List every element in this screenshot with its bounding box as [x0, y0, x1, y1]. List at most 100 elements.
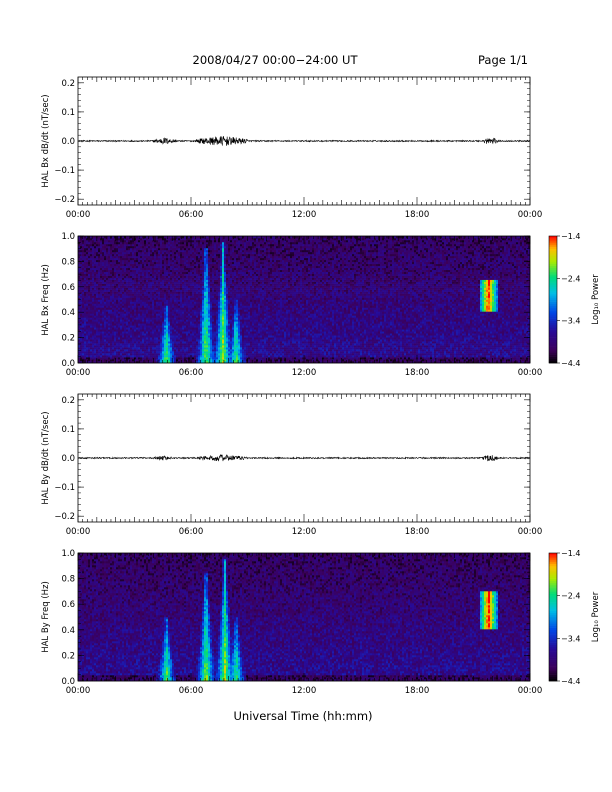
heatmap-cell	[168, 274, 170, 276]
heatmap-cell	[136, 353, 138, 355]
heatmap-cell	[80, 300, 82, 302]
heatmap-cell	[164, 276, 166, 278]
heatmap-cell	[224, 341, 226, 343]
heatmap-cell	[114, 337, 116, 339]
heatmap-cell	[204, 323, 206, 325]
heatmap-cell	[124, 307, 126, 309]
heatmap-cell	[158, 351, 160, 353]
heatmap-cell	[202, 284, 204, 286]
heatmap-cell	[182, 329, 184, 331]
heatmap-cell	[148, 246, 150, 248]
heatmap-cell	[156, 357, 158, 359]
heatmap-cell	[148, 303, 150, 305]
heatmap-cell	[112, 238, 114, 240]
heatmap-cell	[198, 323, 200, 325]
heatmap-cell	[202, 274, 204, 276]
heatmap-cell	[170, 292, 172, 294]
heatmap-cell	[150, 242, 152, 244]
heatmap-cell	[220, 325, 222, 327]
heatmap-cell	[154, 286, 156, 288]
heatmap-cell	[172, 305, 174, 307]
heatmap-cell	[108, 278, 110, 280]
heatmap-cell	[166, 278, 168, 280]
heatmap-cell	[140, 341, 142, 343]
heatmap-cell	[132, 359, 134, 361]
heatmap-cell	[200, 252, 202, 254]
heatmap-cell	[142, 260, 144, 262]
heatmap-cell	[168, 292, 170, 294]
heatmap-cell	[132, 309, 134, 311]
heatmap-cell	[120, 242, 122, 244]
heatmap-cell	[192, 349, 194, 351]
heatmap-cell	[214, 282, 216, 284]
heatmap-cell	[156, 300, 158, 302]
heatmap-cell	[86, 345, 88, 347]
heatmap-cell	[214, 292, 216, 294]
heatmap-cell	[108, 296, 110, 298]
heatmap-cell	[82, 305, 84, 307]
heatmap-cell	[204, 258, 206, 260]
heatmap-cell	[108, 300, 110, 302]
heatmap-cell	[164, 339, 166, 341]
heatmap-cell	[192, 325, 194, 327]
heatmap-cell	[140, 266, 142, 268]
heatmap-cell	[198, 256, 200, 258]
heatmap-cell	[104, 280, 106, 282]
heatmap-cell	[202, 311, 204, 313]
heatmap-cell	[178, 341, 180, 343]
heatmap-cell	[150, 268, 152, 270]
heatmap-cell	[124, 276, 126, 278]
heatmap-cell	[86, 270, 88, 272]
heatmap-cell	[120, 311, 122, 313]
heatmap-cell	[126, 329, 128, 331]
heatmap-cell	[98, 311, 100, 313]
heatmap-cell	[134, 307, 136, 309]
heatmap-cell	[108, 260, 110, 262]
heatmap-cell	[180, 282, 182, 284]
heatmap-cell	[186, 256, 188, 258]
heatmap-cell	[198, 359, 200, 361]
heatmap-cell	[158, 288, 160, 290]
heatmap-cell	[136, 296, 138, 298]
heatmap-cell	[180, 331, 182, 333]
heatmap-cell	[80, 280, 82, 282]
heatmap-cell	[218, 343, 220, 345]
heatmap-cell	[106, 333, 108, 335]
heatmap-cell	[218, 264, 220, 266]
heatmap-cell	[94, 290, 96, 292]
heatmap-cell	[100, 276, 102, 278]
heatmap-cell	[166, 303, 168, 305]
heatmap-cell	[212, 256, 214, 258]
heatmap-cell	[188, 359, 190, 361]
heatmap-cell	[176, 256, 178, 258]
heatmap-cell	[92, 315, 94, 317]
heatmap-cell	[146, 270, 148, 272]
heatmap-cell	[158, 272, 160, 274]
heatmap-cell	[118, 359, 120, 361]
heatmap-cell	[118, 343, 120, 345]
heatmap-cell	[80, 335, 82, 337]
heatmap-cell	[92, 321, 94, 323]
heatmap-cell	[180, 274, 182, 276]
heatmap-cell	[108, 331, 110, 333]
heatmap-cell	[210, 250, 212, 252]
heatmap-cell	[212, 319, 214, 321]
heatmap-cell	[174, 282, 176, 284]
heatmap-cell	[136, 284, 138, 286]
heatmap-cell	[148, 327, 150, 329]
heatmap-cell	[96, 327, 98, 329]
heatmap-cell	[118, 298, 120, 300]
heatmap-cell	[90, 300, 92, 302]
heatmap-cell	[218, 256, 220, 258]
heatmap-cell	[148, 347, 150, 349]
heatmap-cell	[200, 274, 202, 276]
heatmap-cell	[116, 286, 118, 288]
heatmap-cell	[152, 270, 154, 272]
heatmap-cell	[110, 347, 112, 349]
heatmap-cell	[190, 244, 192, 246]
heatmap-cell	[182, 359, 184, 361]
heatmap-cell	[174, 317, 176, 319]
heatmap-cell	[204, 349, 206, 351]
heatmap-cell	[212, 296, 214, 298]
heatmap-cell	[202, 294, 204, 296]
